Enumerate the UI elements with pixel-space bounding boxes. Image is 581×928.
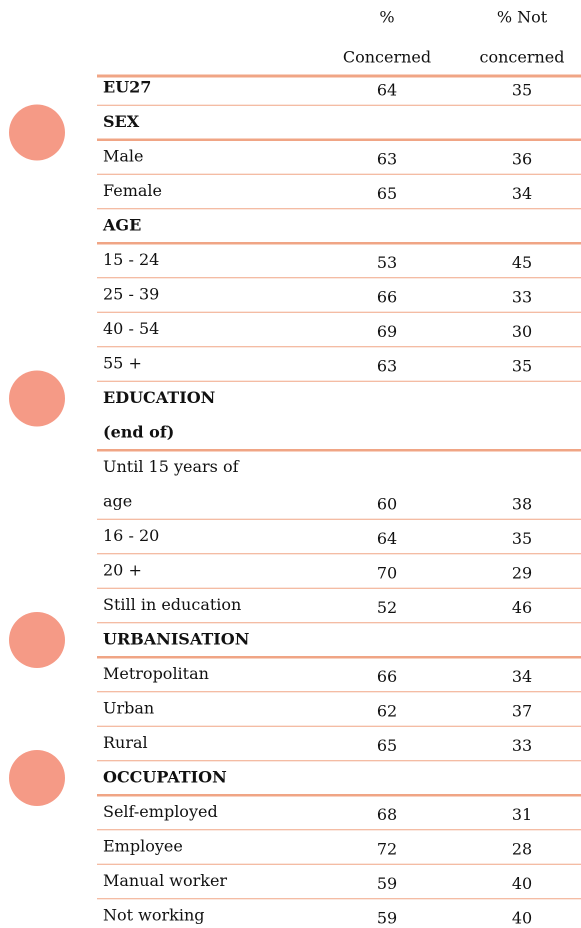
value: 70 (377, 564, 397, 583)
value: 29 (512, 564, 532, 583)
row-label: EU27 (103, 78, 151, 97)
value: 40 (512, 874, 532, 893)
row-label: Manual worker (103, 871, 227, 890)
row-label: Employee (103, 837, 183, 856)
column-header: % Not (497, 8, 548, 27)
value: 31 (512, 805, 532, 824)
value: 63 (377, 150, 397, 169)
row-label: 25 - 39 (103, 285, 159, 304)
row-label: Not working (103, 906, 204, 925)
value: 53 (377, 253, 397, 272)
value: 62 (377, 702, 397, 721)
value: 33 (512, 736, 532, 755)
column-header: Concerned (343, 48, 431, 67)
value: 65 (377, 184, 397, 203)
row-label: Self-employed (103, 802, 218, 821)
section-icon (9, 750, 65, 806)
value: 45 (512, 253, 532, 272)
value: 35 (512, 529, 532, 548)
value: 34 (512, 184, 532, 203)
value: 64 (377, 529, 397, 548)
row-label: age (103, 492, 132, 511)
row-label: Male (103, 147, 144, 166)
row-label: Urban (103, 699, 154, 718)
row-label: Still in education (103, 595, 241, 614)
section-icon (9, 370, 65, 427)
icon-circle (9, 750, 65, 806)
icon-circle (9, 104, 65, 161)
value: 59 (377, 874, 397, 893)
value: 36 (512, 150, 532, 169)
value: 59 (377, 909, 397, 928)
section-title: EDUCATION (103, 388, 215, 407)
value: 28 (512, 840, 532, 859)
row-label: Until 15 years of (103, 457, 240, 476)
value: 52 (377, 598, 397, 617)
value: 35 (512, 357, 532, 376)
value: 35 (512, 81, 532, 100)
section-icon (9, 612, 65, 668)
section-title: SEX (103, 112, 140, 131)
value: 69 (377, 322, 397, 341)
value: 38 (512, 495, 532, 514)
section-title: URBANISATION (103, 630, 249, 649)
value: 37 (512, 702, 532, 721)
section-icon (9, 104, 65, 161)
value: 46 (512, 598, 532, 617)
row-label: 20 + (103, 561, 142, 580)
section-title: OCCUPATION (103, 768, 227, 787)
value: 33 (512, 288, 532, 307)
row-label: 16 - 20 (103, 526, 159, 545)
value: 30 (512, 322, 532, 341)
value: 40 (512, 909, 532, 928)
row-label: 15 - 24 (103, 250, 159, 269)
column-header: concerned (480, 48, 565, 67)
row-label: Rural (103, 733, 148, 752)
value: 66 (377, 288, 397, 307)
row-label: Metropolitan (103, 664, 209, 683)
row-label: 55 + (103, 354, 142, 373)
section-title: AGE (102, 216, 141, 235)
icon-circle (9, 370, 65, 427)
value: 66 (377, 667, 397, 686)
value: 68 (377, 805, 397, 824)
section-title: (end of) (103, 423, 174, 442)
row-label: Female (103, 181, 162, 200)
column-header: % (379, 8, 394, 27)
value: 63 (377, 357, 397, 376)
value: 34 (512, 667, 532, 686)
value: 65 (377, 736, 397, 755)
icon-circle (9, 612, 65, 668)
value: 64 (377, 81, 397, 100)
value: 72 (377, 840, 397, 859)
row-label: 40 - 54 (103, 319, 159, 338)
value: 60 (377, 495, 397, 514)
